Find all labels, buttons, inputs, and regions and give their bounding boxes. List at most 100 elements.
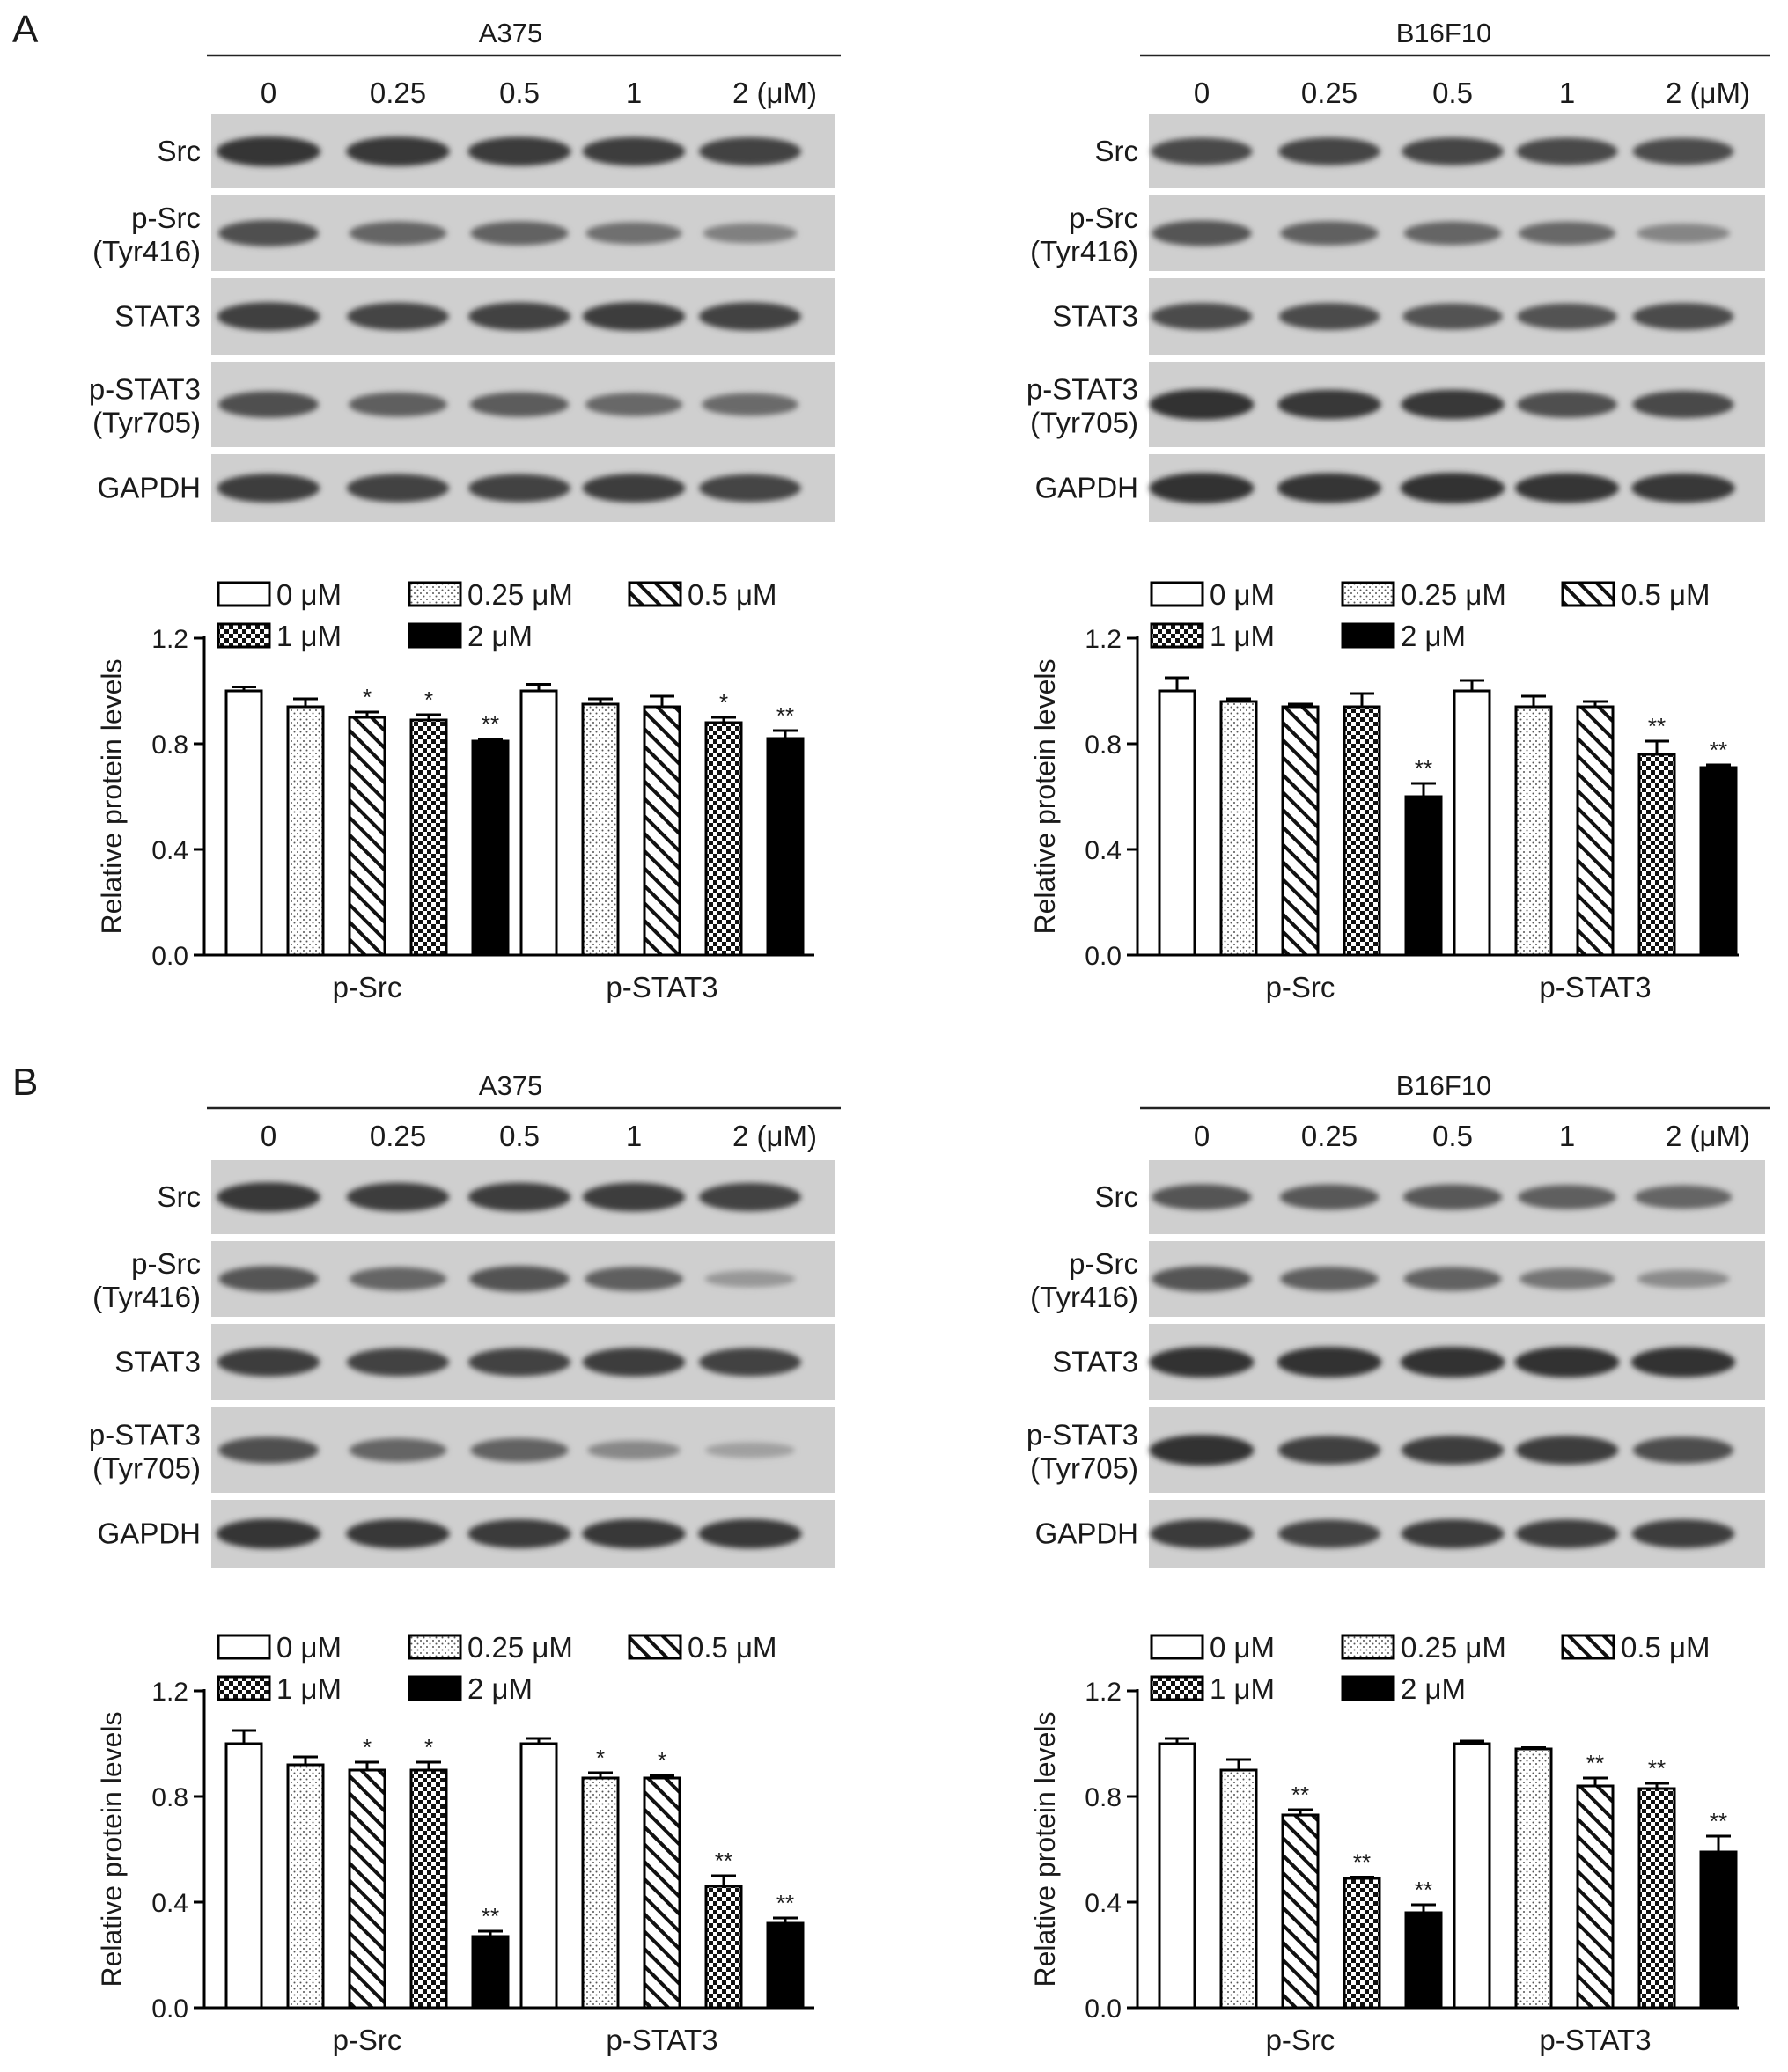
protein-band [1519, 1267, 1615, 1290]
error-bar [650, 1774, 674, 1778]
significance-mark: ** [776, 702, 794, 729]
error-bar [526, 1737, 551, 1744]
x-group-label: p-Src [1266, 971, 1335, 1003]
error-bar [711, 1874, 736, 1886]
legend-swatch [217, 581, 271, 607]
bar-group: ** [1158, 676, 1443, 957]
y-tick-label: 1.2 [151, 1678, 188, 1707]
error-bar [1460, 679, 1484, 691]
y-tick-label: 0.8 [151, 1783, 188, 1812]
blot-strip [211, 1324, 835, 1400]
error-bar [1288, 1808, 1313, 1815]
protein-band [469, 1266, 570, 1292]
chart-legend: 0 μM 0.25 μM 0.5 μM 1 μM 2 μM [1150, 1631, 1711, 1705]
legend-item: 2 μM [1341, 620, 1466, 652]
lane-label: 0 [1194, 1120, 1210, 1152]
legend-swatch [217, 622, 271, 649]
protein-band [1518, 1185, 1616, 1209]
western-blot: B16F10 0 0.25 0.5 1 2 (μM) Src p-Src(Tyr416) STA… [1026, 1070, 1770, 1568]
bar [348, 1768, 386, 2010]
legend-item: 0.5 μM [628, 1631, 777, 1664]
y-tick-label: 0.8 [1085, 731, 1122, 760]
y-tick-label: 0.4 [1085, 836, 1122, 865]
protein-band [1149, 1435, 1255, 1466]
x-group-label: p-STAT3 [606, 971, 717, 1003]
cell-line-label: A375 [479, 18, 542, 48]
blot-row-label: GAPDH [98, 472, 201, 504]
protein-band [216, 1518, 321, 1549]
blot-row-label: (Tyr705) [92, 1452, 201, 1485]
bar [1281, 705, 1320, 957]
blot-strip [211, 278, 835, 355]
bar [766, 1921, 805, 2010]
protein-band [1149, 473, 1255, 503]
legend-item: 0.25 μM [408, 578, 573, 611]
blot-row-label: p-Src [1069, 1247, 1138, 1280]
bar [471, 739, 510, 957]
lane-label: 0 [261, 77, 276, 109]
error-bar [1521, 694, 1546, 707]
legend-item: 0.25 μM [1341, 578, 1506, 611]
legend-label: 2 μM [1401, 620, 1466, 652]
error-bar [1226, 697, 1251, 702]
protein-band [1514, 1347, 1620, 1378]
bar [1637, 753, 1676, 957]
protein-band [218, 1266, 319, 1292]
legend-label: 0.25 μM [1401, 578, 1506, 611]
error-bar [711, 716, 736, 723]
protein-band [1401, 389, 1505, 420]
bar-group: **** [224, 1729, 510, 2010]
bar-group: ** ** ** [1158, 1737, 1443, 2010]
bar [1158, 689, 1196, 957]
y-tick-label: 1.2 [151, 625, 188, 654]
significance-mark: ** [482, 1903, 499, 1929]
significance-mark: ** [1415, 1877, 1432, 1903]
blot-strip [1149, 1160, 1765, 1234]
protein-band [1403, 1267, 1502, 1291]
bar [1404, 1911, 1443, 2010]
lane-label: 0.25 [1301, 77, 1358, 109]
protein-band [469, 392, 570, 417]
protein-band [585, 222, 682, 245]
legend-swatch [1341, 1675, 1395, 1701]
protein-band [217, 302, 320, 331]
legend-item: 1 μM [217, 620, 342, 652]
blot-row-label: (Tyr416) [1030, 235, 1138, 268]
protein-band [349, 392, 447, 417]
protein-band [582, 474, 686, 503]
y-tick-label: 1.2 [1085, 1678, 1122, 1707]
protein-band [582, 1182, 686, 1212]
protein-band [1632, 1436, 1734, 1464]
error-bar [293, 697, 318, 707]
protein-band [702, 393, 798, 416]
legend-label: 1 μM [276, 620, 342, 652]
bar [643, 1776, 681, 2010]
blot-strip [211, 1241, 835, 1317]
y-tick-label: 0.0 [1085, 942, 1122, 971]
bar-chart: 0 μM 0.25 μM 0.5 μM 1 μM 2 μM 0.0 0.4 0.8 1.2 Rel… [1029, 1631, 1739, 2056]
legend-label: 0 μM [1210, 578, 1275, 611]
bar [471, 1935, 510, 2010]
legend-label: 2 μM [467, 620, 533, 652]
blot-strip [1149, 1407, 1765, 1493]
legend-swatch [1561, 581, 1615, 607]
significance-mark: ** [1648, 1755, 1666, 1782]
protein-band [1277, 1347, 1382, 1378]
legend-label: 0.5 μM [688, 1631, 777, 1664]
blot-strip [211, 195, 835, 271]
bar [1219, 1768, 1258, 2010]
protein-band [470, 1437, 569, 1463]
lane-label: 2 (μM) [732, 77, 817, 109]
bar [1576, 705, 1615, 957]
protein-band [1637, 1269, 1730, 1289]
legend-swatch [1561, 1634, 1615, 1660]
bar [643, 705, 681, 957]
legend-label: 2 μM [467, 1672, 533, 1705]
legend-label: 0.5 μM [688, 578, 777, 611]
protein-band [1518, 221, 1616, 246]
error-bar [588, 1771, 613, 1778]
protein-band [698, 1182, 802, 1212]
bar [519, 689, 558, 957]
error-bar [588, 697, 613, 704]
